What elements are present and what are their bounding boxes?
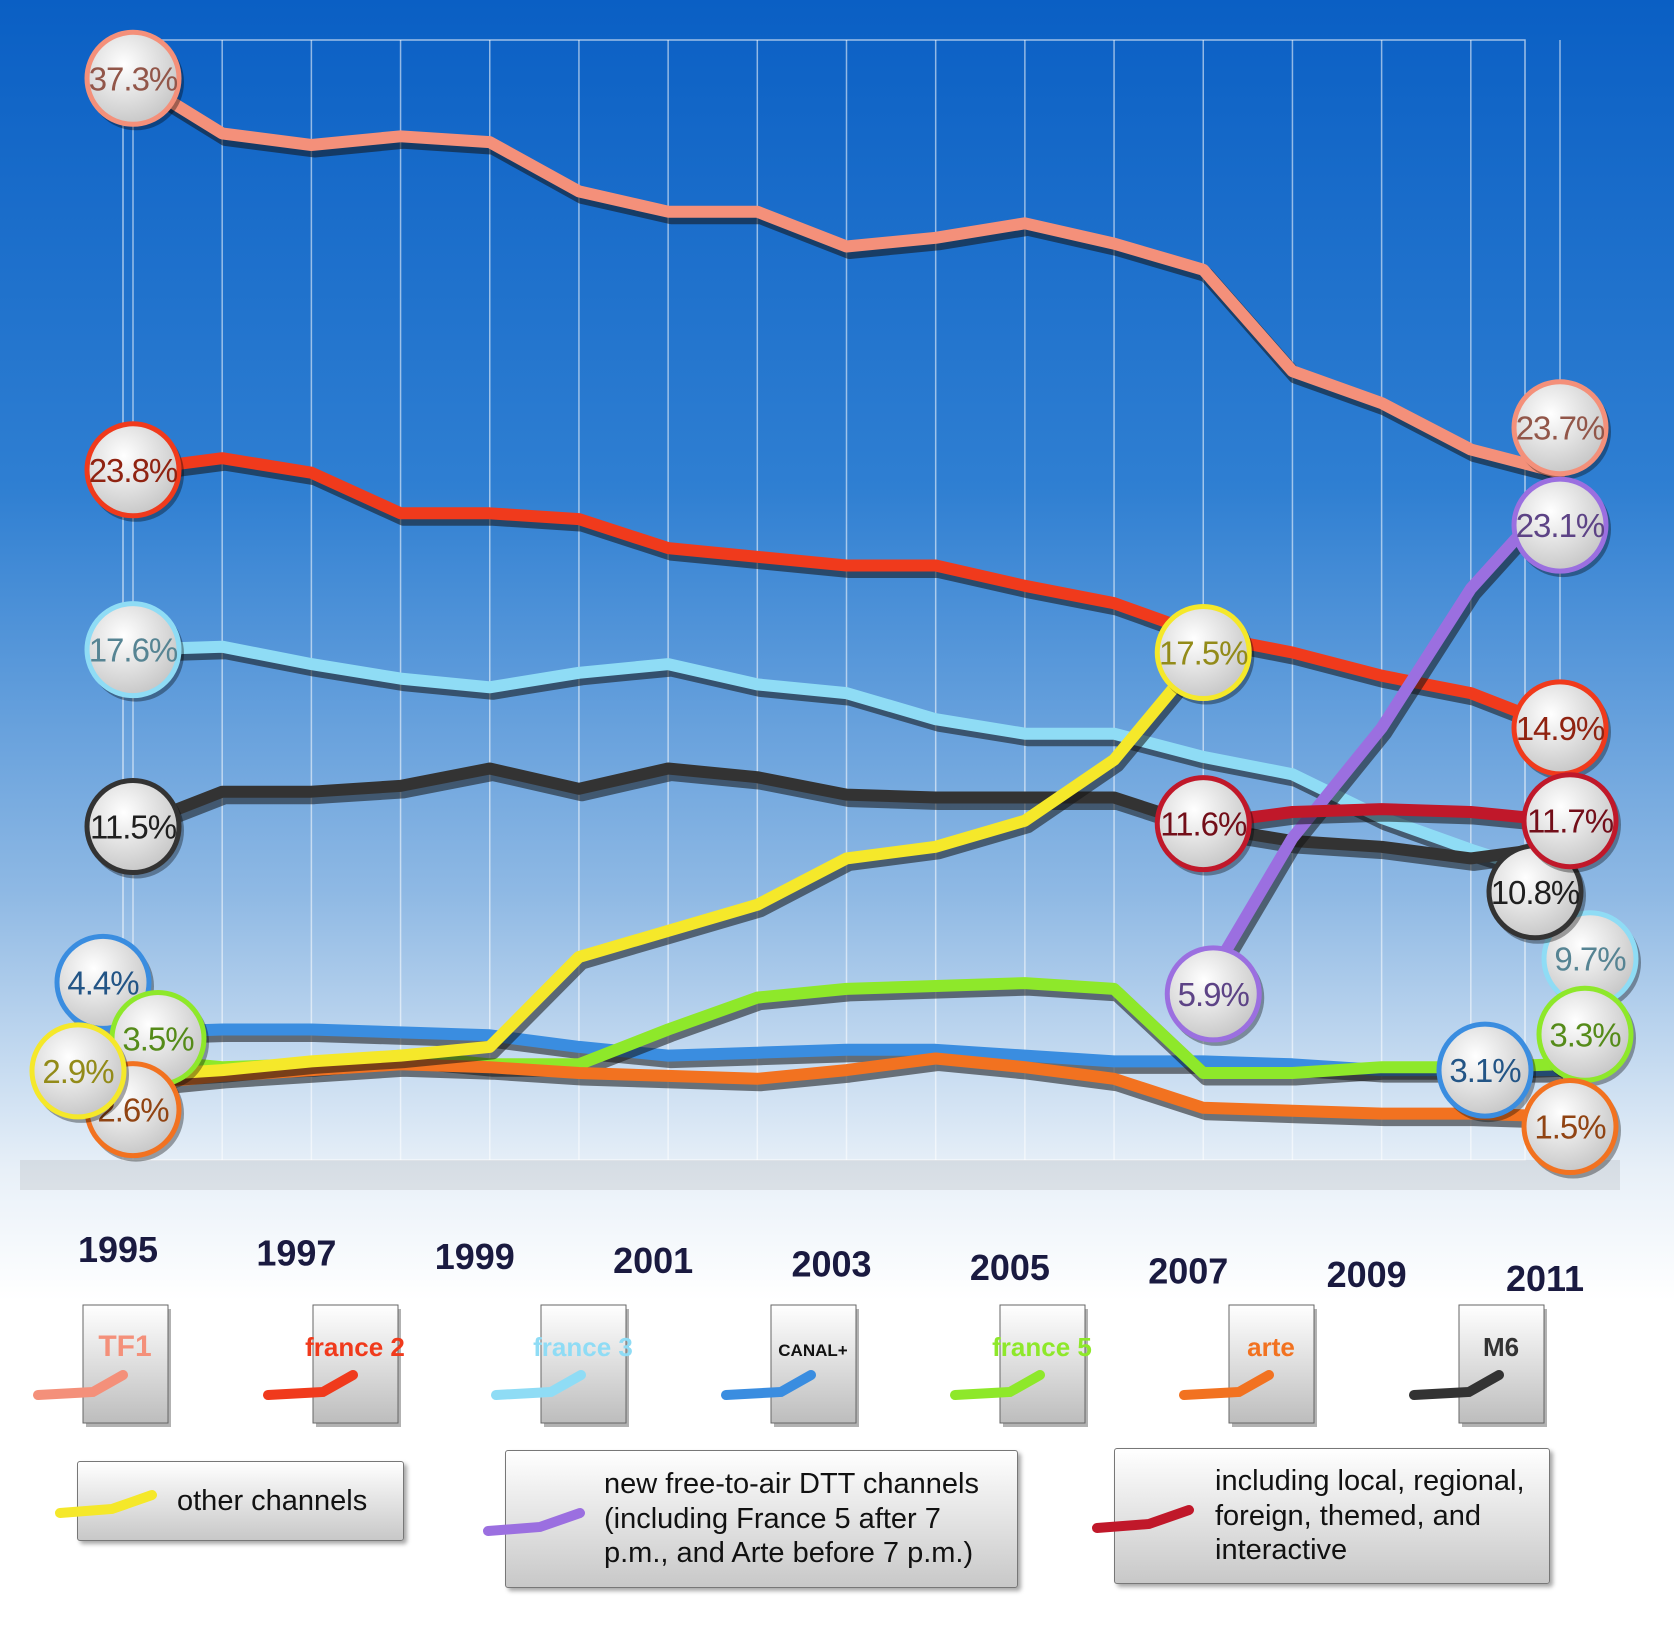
- legend-logo-text: TF1: [98, 1330, 151, 1363]
- data-label: 23.7%: [1516, 410, 1605, 447]
- series-line: [127, 452, 1566, 734]
- data-label: 11.6%: [1160, 806, 1247, 843]
- legend-swatch: [1179, 1370, 1274, 1400]
- x-tick-label: 1999: [435, 1236, 515, 1277]
- series-line: [127, 72, 1566, 479]
- data-label: 23.1%: [1516, 507, 1605, 544]
- label-bubble: [1521, 772, 1619, 870]
- series-line: [127, 762, 1566, 865]
- legend-swatch-holder: [55, 1490, 157, 1518]
- line-shadow: [135, 652, 1213, 1089]
- legend-logo-text: arte: [1247, 1332, 1295, 1362]
- data-label: 5.9%: [1178, 976, 1250, 1013]
- x-tick-label: 2011: [1506, 1258, 1584, 1299]
- legend-logo-box: [540, 1304, 627, 1424]
- legend-logo-text: CANAL+: [778, 1341, 847, 1360]
- floor-shadow: [20, 1160, 1620, 1190]
- label-bubble: [84, 778, 182, 875]
- x-tick-label: 2003: [791, 1243, 871, 1284]
- legend-box: including local, regional, foreign, them…: [1114, 1448, 1550, 1584]
- legend-label: other channels: [177, 1484, 368, 1517]
- legend-swatch: [483, 1508, 585, 1536]
- label-bubble: [1536, 985, 1634, 1083]
- legend-logo-box: [770, 1304, 857, 1424]
- series-line: [1197, 803, 1566, 830]
- data-label: 3.3%: [1549, 1016, 1621, 1053]
- legend-swatch-holder: [1092, 1505, 1194, 1533]
- label-bubble: [1436, 1021, 1534, 1119]
- data-label: 1.5%: [1534, 1109, 1606, 1146]
- legend-logo-text: france 3: [533, 1332, 633, 1362]
- x-tick-label: 2007: [1148, 1251, 1228, 1292]
- legend-logo-box: [999, 1304, 1086, 1424]
- series-line: [127, 646, 1210, 1082]
- label-bubble: [1511, 379, 1609, 477]
- legend-logo-box: [82, 1304, 169, 1424]
- legend-logo-text: france 5: [992, 1332, 1092, 1362]
- legend-swatch: [721, 1370, 816, 1400]
- data-label: 4.4%: [67, 964, 139, 1001]
- legend-swatch: [1092, 1505, 1194, 1533]
- data-label: 2.9%: [42, 1053, 114, 1090]
- legend-logo-box: [1458, 1304, 1545, 1424]
- data-label: 3.5%: [122, 1021, 194, 1058]
- legend-logo-text: france 2: [305, 1332, 405, 1362]
- legend-logo-box: [312, 1304, 399, 1424]
- data-label: 10.8%: [1491, 874, 1580, 911]
- x-tick-label: 1997: [256, 1233, 336, 1274]
- label-bubble: [1521, 1078, 1619, 1175]
- data-label: 11.7%: [1527, 803, 1614, 840]
- label-bubble: [29, 1022, 127, 1120]
- data-label: 11.5%: [90, 809, 177, 846]
- legend-box: new free-to-air DTT channels (including …: [505, 1450, 1018, 1588]
- legend-swatch: [33, 1370, 128, 1400]
- x-tick-label: 2001: [613, 1240, 693, 1281]
- label-bubble: [84, 29, 182, 127]
- data-label: 23.8%: [89, 452, 178, 489]
- legend-swatch: [55, 1490, 157, 1518]
- data-label: 37.3%: [89, 60, 178, 97]
- data-label: 17.6%: [89, 632, 178, 669]
- data-label: 14.9%: [1516, 710, 1605, 747]
- x-tick-label: 1995: [78, 1229, 158, 1270]
- label-bubble: [1154, 775, 1252, 873]
- x-tick-label: 2009: [1327, 1254, 1407, 1295]
- label-bubble: [1511, 476, 1609, 574]
- data-label: 17.5%: [1159, 635, 1248, 672]
- data-label: 9.7%: [1554, 941, 1626, 978]
- legend-swatch: [263, 1370, 358, 1400]
- plot-frame: [122, 39, 1526, 1161]
- legend-swatch: [1409, 1370, 1504, 1400]
- series-line: [127, 640, 1566, 885]
- legend-logo-box: [1228, 1304, 1315, 1424]
- series-line: [1197, 484, 1566, 995]
- legend-logo-text: M6: [1483, 1332, 1519, 1362]
- legend-swatch-holder: [483, 1508, 585, 1536]
- legend-label: new free-to-air DTT channels (including …: [604, 1467, 980, 1570]
- label-bubble: [1154, 604, 1252, 701]
- data-label: 3.1%: [1449, 1052, 1521, 1089]
- legend-swatch: [950, 1370, 1045, 1400]
- label-bubble: [1164, 945, 1262, 1043]
- x-tick-label: 2005: [970, 1247, 1050, 1288]
- legend-label: including local, regional, foreign, them…: [1215, 1464, 1525, 1567]
- label-bubble: [84, 421, 182, 519]
- label-bubble: [84, 601, 182, 699]
- legend-swatch: [491, 1370, 586, 1400]
